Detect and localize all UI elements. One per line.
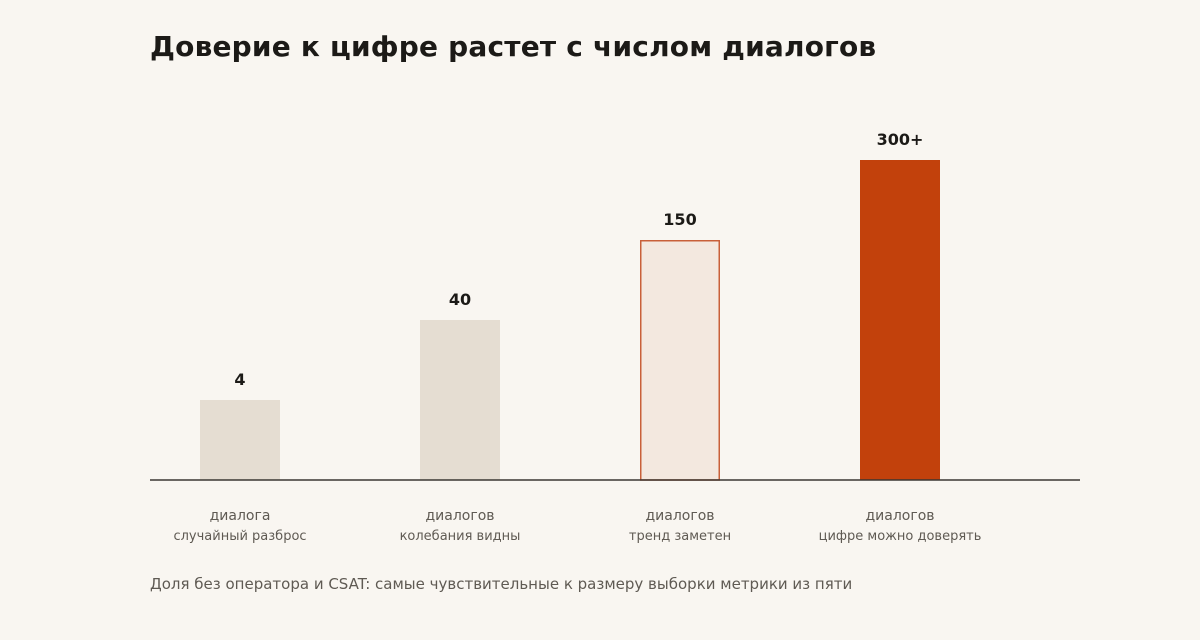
bar-2 [420,320,500,480]
data-label-2: 40 [449,290,471,309]
chart-title: Доверие к цифре растет с числом диалогов [150,30,877,63]
bar-1 [200,400,280,480]
category-unit-label-4: диалогов [865,508,934,524]
bar-3 [640,240,720,481]
category-note-label-3: тренд заметен [629,529,731,544]
category-unit-label-3: диалогов [645,508,714,524]
data-label-3: 150 [663,210,696,229]
chart-footnote: Доля без оператора и CSAT: самые чувстви… [150,575,853,593]
category-note-label-1: случайный разброс [173,529,306,544]
data-label-1: 4 [234,370,245,389]
category-unit-label-2: диалогов [425,508,494,524]
category-note-label-2: колебания видны [400,529,521,544]
data-label-4: 300+ [877,130,924,149]
category-unit-label-1: диалога [210,508,271,524]
bar-4 [860,160,940,480]
category-note-label-4: цифре можно доверять [819,529,982,544]
